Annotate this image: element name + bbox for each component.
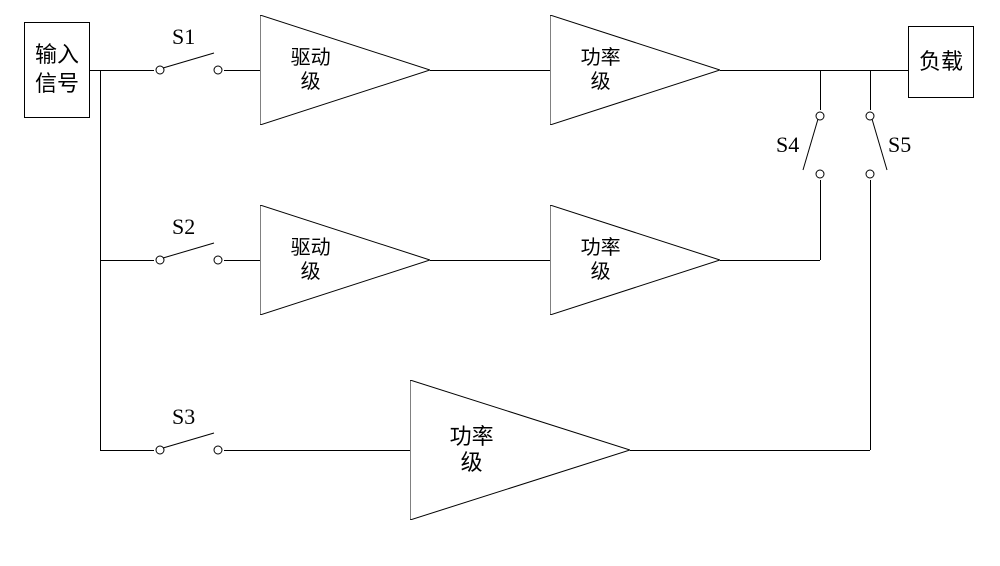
switch-s1 xyxy=(154,50,224,80)
switch-s1-label: S1 xyxy=(172,24,195,50)
wire xyxy=(100,450,154,451)
switch-s5 xyxy=(860,110,890,180)
wire xyxy=(224,260,260,261)
switch-s5-label: S5 xyxy=(888,132,911,158)
wire xyxy=(100,260,154,261)
wire xyxy=(820,180,821,260)
switch-s4-label: S4 xyxy=(776,132,799,158)
wire xyxy=(720,70,908,71)
switch-s4 xyxy=(800,110,830,180)
switch-s3 xyxy=(154,430,224,460)
amp-power3: 功率级 xyxy=(410,380,630,520)
wire xyxy=(224,70,260,71)
wire xyxy=(430,70,550,71)
wire xyxy=(630,450,870,451)
wire xyxy=(720,260,820,261)
amp-power1: 功率级 xyxy=(550,15,720,125)
amp-drive1: 驱动级 xyxy=(260,15,430,125)
wire xyxy=(820,70,821,110)
amp-drive2: 驱动级 xyxy=(260,205,430,315)
wire xyxy=(870,180,871,450)
load-label: 负载 xyxy=(919,48,963,77)
wire xyxy=(430,260,550,261)
switch-s3-label: S3 xyxy=(172,404,195,430)
switch-s2 xyxy=(154,240,224,270)
switch-s2-label: S2 xyxy=(172,214,195,240)
wire xyxy=(224,450,410,451)
input-box: 输入信号 xyxy=(24,22,90,118)
wire xyxy=(870,70,871,110)
amp-power2: 功率级 xyxy=(550,205,720,315)
input-label: 输入信号 xyxy=(35,41,79,98)
load-box: 负载 xyxy=(908,26,974,98)
